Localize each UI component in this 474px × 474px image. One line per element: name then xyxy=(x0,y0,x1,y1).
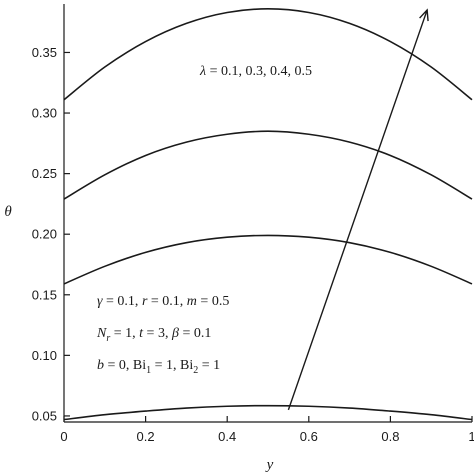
nr-symbol: N xyxy=(96,326,107,341)
m-value: = 0.5 xyxy=(197,294,229,309)
lambda-symbol: λ xyxy=(199,64,206,79)
direction-arrow xyxy=(287,8,429,411)
x-axis-title: y xyxy=(265,457,274,473)
bi2-symbol: Bi xyxy=(180,358,193,373)
r-value: = 0.1, xyxy=(147,294,186,309)
bi1-value: = 1, xyxy=(151,358,180,373)
nr-subscript: r xyxy=(106,333,110,344)
bi1-subscript: 1 xyxy=(146,365,151,376)
b-value: = 0, xyxy=(104,358,133,373)
lambda-values: = 0.1, 0.3, 0.4, 0.5 xyxy=(206,64,312,79)
x-tick-label: 0.8 xyxy=(381,429,399,444)
x-tick-label: 0 xyxy=(60,429,67,444)
beta-symbol: β xyxy=(171,326,179,341)
y-tick-label: 0.35 xyxy=(32,45,57,60)
x-tick-label: 0.6 xyxy=(300,429,318,444)
gamma-symbol: γ xyxy=(97,294,103,309)
arrow-head xyxy=(419,8,429,22)
y-tick-label: 0.30 xyxy=(32,106,57,121)
y-axis: 0.05 0.10 0.15 0.20 0.25 0.30 0.35 xyxy=(32,4,70,423)
nr-value: = 1, xyxy=(110,326,139,341)
bi2-value: = 1 xyxy=(198,358,220,373)
series-line-2 xyxy=(63,234,473,285)
t-value: = 3, xyxy=(143,326,172,341)
m-symbol: m xyxy=(187,294,197,309)
series-line-3 xyxy=(63,130,473,200)
x-tick-label: 1 xyxy=(468,429,474,444)
arrow-shaft xyxy=(287,9,428,411)
x-axis: 0 0.2 0.4 0.6 0.8 1 xyxy=(60,416,474,444)
series-line-1 xyxy=(63,404,473,421)
y-axis-title: θ xyxy=(4,204,12,220)
b-symbol: b xyxy=(97,358,104,373)
y-tick-label: 0.25 xyxy=(32,166,57,181)
bi2-subscript: 2 xyxy=(193,365,198,376)
series-line-4 xyxy=(63,8,473,101)
r-symbol: r xyxy=(142,294,148,309)
t-symbol: t xyxy=(139,326,144,341)
x-tick-label: 0.4 xyxy=(218,429,236,444)
curves xyxy=(63,8,473,421)
params-line-3: b = 0, Bi1 = 1, Bi2 = 1 xyxy=(97,358,220,376)
y-tick-label: 0.10 xyxy=(32,348,57,363)
x-tick-label: 0.2 xyxy=(137,429,155,444)
y-tick-label: 0.20 xyxy=(32,227,57,242)
y-tick-label: 0.15 xyxy=(32,287,57,302)
params-line-2: Nr = 1, t = 3, β = 0.1 xyxy=(96,326,211,344)
gamma-value: = 0.1, xyxy=(103,294,142,309)
bi1-symbol: Bi xyxy=(133,358,146,373)
lambda-annotation: λ = 0.1, 0.3, 0.4, 0.5 xyxy=(199,64,312,79)
params-line-1: γ = 0.1, r = 0.1, m = 0.5 xyxy=(97,294,229,309)
y-tick-label: 0.05 xyxy=(32,408,57,423)
beta-value: = 0.1 xyxy=(179,326,211,341)
